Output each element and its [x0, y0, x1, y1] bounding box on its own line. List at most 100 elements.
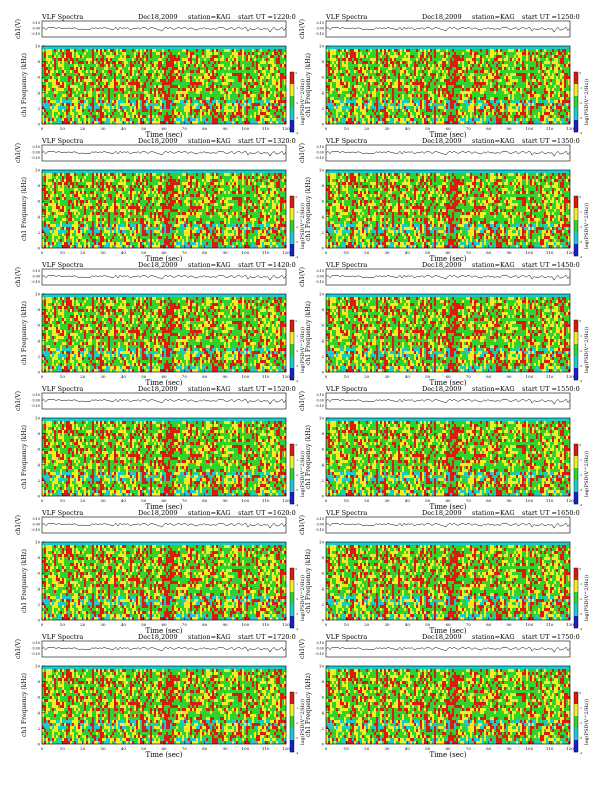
time-tick-label: 50	[141, 498, 147, 503]
panel-date: Dec18,2009	[138, 633, 178, 641]
panel-date: Dec18,2009	[422, 137, 462, 145]
time-tick-label: 20	[364, 126, 370, 131]
time-tick-label: 40	[121, 126, 127, 131]
panel-station: station=KAG	[472, 633, 515, 641]
time-tick-label: 20	[80, 622, 86, 627]
colorbar-segment	[290, 740, 294, 753]
time-tick-label: 70	[466, 126, 472, 131]
waveform-line	[41, 26, 287, 33]
waveform-frame	[325, 516, 571, 534]
time-tick-label: 80	[486, 126, 492, 131]
freq-tick-label: 4	[321, 462, 324, 467]
colorbar-frame	[573, 567, 579, 629]
panel-start-ut: start UT =1750:0	[522, 633, 580, 641]
time-tick-label: 30	[384, 126, 390, 131]
time-tick-label: 30	[100, 374, 106, 379]
time-tick-label: 10	[344, 374, 350, 379]
freq-tick-label: 4	[37, 462, 40, 467]
time-tick-label: 10	[60, 498, 66, 503]
freq-tick-label: 0	[321, 370, 324, 375]
colorbar-segment	[574, 120, 578, 133]
time-tick-label: 40	[121, 622, 127, 627]
colorbar-segment	[290, 604, 294, 617]
time-tick-label: 40	[121, 498, 127, 503]
colorbar-frame	[289, 691, 295, 753]
waveform-line	[41, 522, 287, 529]
panel-start-ut: start UT =1650:0	[522, 509, 580, 517]
panel-station: station=KAG	[472, 509, 515, 517]
ch-tick-label: -0.10	[31, 32, 40, 36]
time-tick-label: 50	[141, 374, 147, 379]
ch-axis-label: ch1(V)	[15, 391, 22, 411]
time-tick-label: 120	[282, 126, 290, 131]
spectrogram-panel: VLF Spectra Dec18,2009 station=KAG start UT…	[15, 509, 306, 635]
time-tick-label: 10	[60, 746, 66, 751]
freq-tick-label: 6	[321, 199, 324, 204]
time-axis-label: Time (sec)	[429, 751, 466, 759]
colorbar-tick-label: -1	[296, 582, 299, 586]
ch-tick-label: 0.10	[316, 21, 324, 25]
colorbar-segment	[574, 96, 578, 109]
time-tick-label: 70	[466, 498, 472, 503]
time-tick-label: 110	[546, 498, 554, 503]
colorbar-tick-label: -4	[296, 131, 299, 135]
colorbar-tick-label: 0	[580, 319, 582, 323]
time-axis-label: Time (sec)	[429, 379, 466, 387]
colorbar-segment	[290, 72, 294, 85]
colorbar-tick-label: 0	[296, 71, 298, 75]
colorbar-segment	[290, 344, 294, 357]
waveform-frame	[41, 516, 287, 534]
time-tick-label: 90	[506, 126, 512, 131]
time-tick-label: 0	[325, 374, 328, 379]
time-tick-label: 110	[262, 374, 270, 379]
time-tick-label: 100	[242, 250, 250, 255]
colorbar-tick-label: 0	[580, 691, 582, 695]
ch-axis-label: ch1(V)	[15, 515, 22, 535]
time-tick-label: 120	[566, 374, 574, 379]
freq-tick-label: 0	[321, 618, 324, 623]
colorbar-segment	[290, 692, 294, 705]
spectrogram-image	[42, 666, 287, 745]
spectrogram-image	[326, 294, 571, 373]
colorbar-label: log(PSD(V^2/Hz))	[299, 699, 306, 745]
freq-tick-label: 6	[321, 695, 324, 700]
spectrogram-panel: VLF Spectra Dec18,2009 station=KAG start UT…	[299, 137, 590, 263]
panel-title: VLF Spectra	[325, 13, 367, 21]
panel-title: VLF Spectra	[41, 509, 83, 517]
colorbar-segment	[574, 468, 578, 481]
colorbar-label: log(PSD(V^2/Hz))	[299, 451, 306, 497]
colorbar-segment	[290, 568, 294, 581]
colorbar-tick-label: -3	[580, 240, 583, 244]
colorbar-tick-label: -3	[580, 736, 583, 740]
colorbar-tick-label: -1	[580, 582, 583, 586]
ch-tick-label: 0.00	[32, 399, 40, 403]
panel-start-ut: start UT =1620:0	[238, 509, 296, 517]
panel-station: station=KAG	[188, 385, 231, 393]
time-tick-label: 40	[121, 250, 127, 255]
freq-tick-label: 10	[319, 540, 325, 545]
colorbar-segment	[290, 232, 294, 245]
colorbar-frame	[289, 71, 295, 133]
colorbar-segment	[574, 704, 578, 717]
time-tick-label: 100	[242, 126, 250, 131]
freq-tick-label: 10	[35, 664, 41, 669]
ch-tick-label: 0.00	[32, 151, 40, 155]
colorbar-segment	[574, 368, 578, 381]
colorbar-tick-label: -2	[296, 473, 299, 477]
time-tick-label: 110	[546, 250, 554, 255]
colorbar-segment	[290, 368, 294, 381]
colorbar-label: log(PSD(V^2/Hz))	[299, 203, 306, 249]
freq-tick-label: 8	[37, 59, 40, 64]
ch-tick-label: 0.10	[32, 393, 40, 397]
panel-title: VLF Spectra	[325, 509, 367, 517]
colorbar-tick-label: -3	[580, 364, 583, 368]
colorbar-segment	[574, 480, 578, 493]
colorbar-segment	[290, 444, 294, 457]
time-tick-label: 0	[41, 746, 44, 751]
colorbar-tick-label: 0	[580, 195, 582, 199]
panel-station: station=KAG	[472, 261, 515, 269]
freq-tick-label: 6	[321, 447, 324, 452]
time-tick-label: 90	[506, 622, 512, 627]
colorbar-segment	[574, 356, 578, 369]
time-tick-label: 20	[364, 622, 370, 627]
